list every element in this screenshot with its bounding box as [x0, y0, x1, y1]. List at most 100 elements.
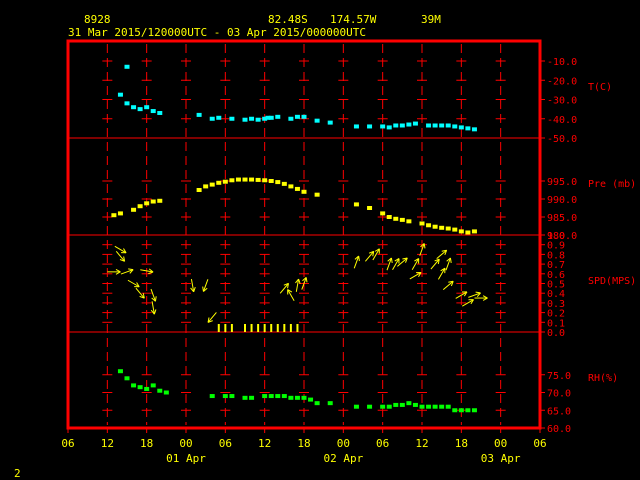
wind-arrow-head: [446, 257, 451, 262]
y-tick-label: -20.0: [547, 76, 577, 87]
wind-arrow: [455, 291, 468, 299]
wind-arrow-head: [123, 248, 127, 254]
x-tick-label: 06: [61, 437, 74, 450]
wind-arrow-head: [441, 249, 447, 252]
wind-arrow-head: [476, 292, 481, 298]
data-point: [137, 107, 143, 112]
wind-arrow-head: [136, 282, 140, 288]
wind-arrow-head: [298, 278, 301, 284]
wind-arrow-shaft: [287, 289, 295, 302]
wind-arrow-shaft: [115, 251, 126, 262]
data-point: [432, 123, 438, 128]
wind-arrow-head: [368, 250, 374, 254]
wind-arrow: [437, 267, 446, 280]
y-tick-label: 75.0: [547, 371, 571, 382]
wind-arrow-shaft: [436, 249, 447, 259]
wind-arrow-head: [142, 293, 145, 299]
y-tick-label: 0.3: [547, 299, 565, 310]
data-point: [426, 123, 432, 128]
data-point: [255, 177, 261, 182]
y-tick-label: -30.0: [547, 96, 577, 107]
data-point: [275, 394, 281, 399]
x-tick-label: 00: [337, 437, 350, 450]
data-point: [432, 224, 438, 229]
data-point: [465, 126, 471, 131]
data-point: [419, 221, 425, 226]
y-tick-label: 1.0: [547, 231, 565, 242]
panel-name: SPD(MPS): [588, 276, 636, 287]
data-point: [412, 402, 418, 407]
wind-arrow-shaft: [372, 248, 380, 261]
page-number: 2: [14, 467, 21, 480]
data-point: [117, 92, 123, 97]
wind-arrow: [207, 312, 217, 323]
wind-arrow-shaft: [120, 269, 134, 275]
data-point: [144, 105, 150, 110]
x-tick-label: 18: [140, 437, 153, 450]
wind-arrow-shaft: [202, 279, 209, 292]
y-tick-label: 0.4: [547, 289, 565, 300]
wind-arrow-shaft: [409, 272, 422, 280]
wind-arrow-shaft: [468, 292, 481, 298]
data-point: [445, 226, 451, 231]
wind-arrow-shaft: [442, 280, 454, 291]
wind-arrow-head: [283, 282, 289, 286]
wind-arrow-head: [414, 258, 419, 262]
data-point: [471, 229, 477, 234]
wind-arrow-head: [193, 286, 196, 293]
wind-arrow: [114, 245, 127, 254]
wind-arrow-head: [115, 271, 121, 275]
data-point: [314, 401, 320, 406]
data-point: [242, 117, 248, 122]
y-tick-label: -50.0: [547, 134, 577, 145]
data-point: [393, 216, 399, 221]
wind-arrow-head: [390, 257, 393, 264]
latitude: 82.48S: [268, 13, 308, 26]
y-tick-label: 0.6: [547, 270, 565, 281]
data-point: [367, 404, 373, 409]
y-tick-label: 65.0: [547, 406, 571, 417]
data-point: [412, 121, 418, 126]
wind-arrow: [287, 289, 295, 302]
data-point: [426, 404, 432, 409]
wind-arrow-head: [128, 268, 134, 271]
data-point: [265, 115, 271, 120]
wind-arrow: [295, 278, 301, 292]
data-point: [452, 227, 458, 232]
data-point: [268, 115, 274, 120]
y-tick-label: 60.0: [547, 424, 571, 435]
wind-arrow-head: [305, 277, 308, 283]
data-point: [255, 117, 261, 122]
wind-arrow-shaft: [207, 312, 217, 323]
wind-arrow: [462, 299, 474, 307]
data-point: [445, 123, 451, 128]
wind-arrow-head: [418, 272, 422, 278]
wind-arrow-head: [437, 259, 440, 265]
wind-arrow: [107, 269, 121, 275]
wind-arrow-head: [387, 257, 392, 262]
wind-arrow-head: [148, 268, 154, 273]
x-tick-label: 18: [297, 437, 310, 450]
data-point: [327, 401, 333, 406]
y-tick-label: 0.1: [547, 318, 565, 329]
data-point: [131, 383, 137, 388]
wind-arrow-head: [405, 257, 408, 263]
data-point: [163, 390, 169, 395]
wind-arrow-head: [449, 257, 452, 264]
wind-arrow: [411, 258, 420, 270]
data-point: [458, 125, 464, 130]
data-point: [242, 395, 248, 400]
data-point: [222, 179, 228, 184]
wind-arrow-head: [295, 278, 299, 284]
data-point: [150, 383, 156, 388]
data-point: [380, 404, 386, 409]
y-tick-label: 0.2: [547, 309, 565, 320]
wind-arrow-head: [287, 283, 290, 289]
wind-arrow-shaft: [411, 258, 420, 270]
data-point: [144, 386, 150, 391]
day-label: 02 Apr: [323, 452, 363, 465]
data-point: [262, 178, 268, 183]
time-period: 31 Mar 2015/120000UTC - 03 Apr 2015/0000…: [68, 26, 366, 39]
wind-arrow-head: [450, 281, 454, 287]
